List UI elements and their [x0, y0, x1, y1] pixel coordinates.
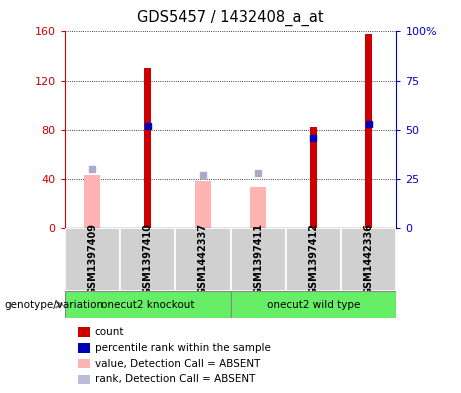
Text: GSM1442336: GSM1442336	[364, 223, 374, 296]
Bar	[65, 291, 230, 318]
Text: onecut2 wild type: onecut2 wild type	[267, 299, 360, 310]
Bar	[365, 34, 372, 228]
Bar	[230, 228, 286, 291]
Bar	[65, 228, 120, 291]
Bar	[250, 187, 266, 228]
Bar	[120, 228, 175, 291]
Text: GSM1397409: GSM1397409	[87, 223, 97, 296]
Bar	[175, 228, 230, 291]
Text: percentile rank within the sample: percentile rank within the sample	[95, 343, 271, 353]
Text: GSM1397411: GSM1397411	[253, 223, 263, 296]
Text: count: count	[95, 327, 124, 337]
Text: rank, Detection Call = ABSENT: rank, Detection Call = ABSENT	[95, 374, 255, 384]
Text: GSM1397410: GSM1397410	[142, 223, 153, 296]
Text: GSM1397412: GSM1397412	[308, 223, 319, 296]
Text: value, Detection Call = ABSENT: value, Detection Call = ABSENT	[95, 358, 260, 369]
Bar	[310, 127, 317, 228]
Text: GSM1442337: GSM1442337	[198, 223, 208, 296]
Bar	[341, 228, 396, 291]
Bar	[84, 175, 100, 228]
Bar	[144, 68, 151, 228]
Text: GDS5457 / 1432408_a_at: GDS5457 / 1432408_a_at	[137, 10, 324, 26]
Text: genotype/variation: genotype/variation	[5, 299, 104, 310]
Text: onecut2 knockout: onecut2 knockout	[101, 299, 194, 310]
Bar	[195, 181, 211, 228]
Bar	[286, 228, 341, 291]
Bar	[230, 291, 396, 318]
